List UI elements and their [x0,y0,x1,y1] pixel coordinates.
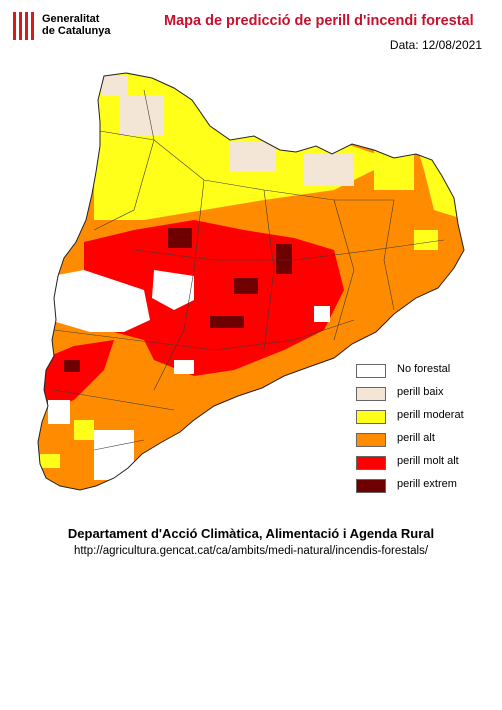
department-name: Departament d'Acció Climàtica, Alimentac… [67,526,435,541]
map-title: Mapa de predicció de perill d'incendi fo… [164,13,474,29]
legend-swatch [356,387,386,401]
legend-label: perill molt alt [397,455,459,467]
legend-swatch [356,456,386,470]
legend-item-perill-baix: perill baix [356,385,486,408]
legend-swatch [356,364,386,378]
legend-swatch [356,479,386,493]
legend-item-no-forestal: No forestal [356,362,486,385]
legend-swatch [356,433,386,447]
comarca-boundaries [53,89,445,451]
map-legend: No forestal perill baix perill moderat p… [356,362,486,500]
legend-item-perill-molt-alt: perill molt alt [356,454,486,477]
legend-swatch [356,410,386,424]
legend-label: perill baix [397,386,444,398]
legend-item-perill-moderat: perill moderat [356,408,486,431]
generalitat-logo: Generalitat de Catalunya [12,12,142,42]
legend-item-perill-alt: perill alt [356,431,486,454]
logo-line-2: de Catalunya [42,25,111,37]
legend-label: perill moderat [397,409,464,421]
fire-risk-map [34,70,466,510]
logo-line-1: Generalitat [42,13,100,25]
source-url[interactable]: http://agricultura.gencat.cat/ca/ambits/… [73,545,429,557]
legend-label: No forestal [397,363,451,375]
legend-label: perill alt [397,432,435,444]
logo-text: Generalitat de Catalunya [42,13,110,37]
legend-item-perill-extrem: perill extrem [356,477,486,500]
senyera-icon [12,12,38,40]
legend-label: perill extrem [397,478,457,490]
map-date: Data: 12/08/2021 [389,38,482,52]
catalonia-map-svg [37,72,465,491]
